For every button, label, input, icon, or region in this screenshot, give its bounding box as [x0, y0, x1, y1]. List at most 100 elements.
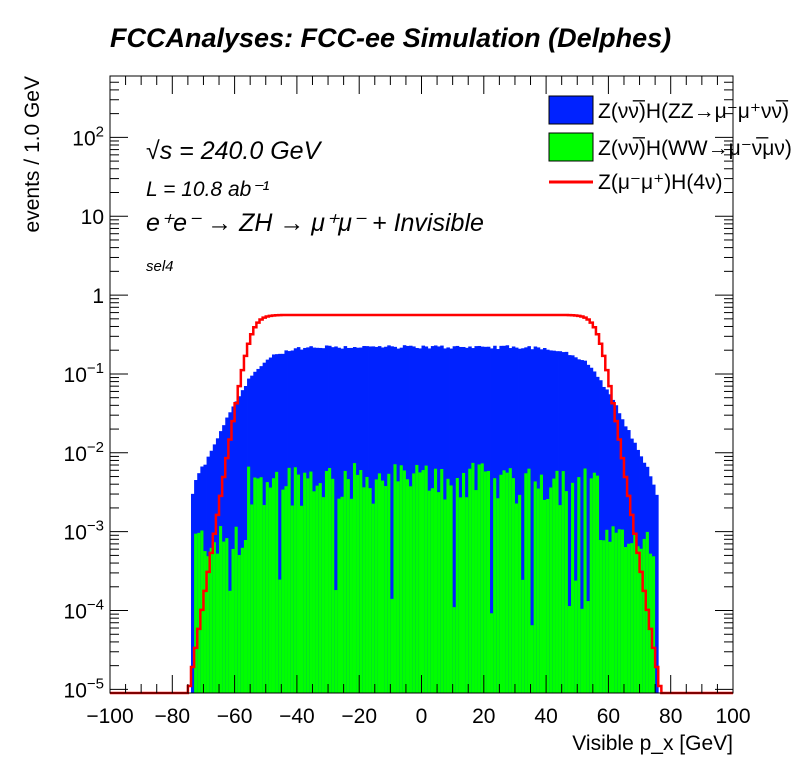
x-tick-label: 60 [597, 705, 620, 728]
ww-bar [275, 471, 279, 693]
ww-bar [287, 467, 292, 693]
ww-bar [259, 477, 264, 693]
ww-bar [549, 487, 553, 693]
ww-bar [228, 590, 232, 693]
ww-bar [530, 625, 535, 693]
ww-bar [558, 505, 563, 693]
ww-bar [461, 472, 466, 693]
ww-bar [278, 579, 282, 693]
ww-bar [215, 553, 220, 693]
y-tick-label: 10−2 [64, 439, 104, 466]
ww-bar [384, 486, 388, 693]
ww-bar [605, 529, 609, 693]
y-tick-labels: 10−5 10−4 10−3 10−2 10−1 1 10 102 [64, 123, 104, 702]
ww-bar [465, 497, 469, 693]
ww-bar [496, 498, 500, 693]
ww-bar [639, 548, 644, 693]
ww-bar [471, 462, 475, 693]
ww-bar [212, 542, 217, 693]
ww-bar [387, 473, 391, 693]
ww-bar [514, 503, 519, 693]
zz-bar [243, 385, 248, 693]
ww-bar [359, 469, 363, 693]
ww-bar [231, 548, 235, 693]
ww-bar [480, 463, 485, 693]
ww-bar [237, 554, 242, 693]
ww-bar [312, 491, 316, 693]
signal-line-layer [110, 313, 733, 695]
zz-bar [190, 493, 195, 693]
ww-bar [340, 496, 345, 693]
legend-entry-zz: Z(νν̅)H(ZZ→μ⁻μ⁺νν̅) [548, 95, 789, 125]
x-tick-label: 100 [715, 705, 750, 728]
ww-bar [247, 466, 251, 693]
ww-bar [324, 470, 329, 693]
ww-bar [256, 478, 260, 693]
x-tick-labels: −100 −80 −60 −40 −20 0 20 40 60 80 100 [86, 705, 750, 728]
legend-label-signal: Z(μ⁻μ⁺)H(4ν) [598, 171, 723, 194]
ww-bar [449, 485, 454, 693]
ww-bar [564, 491, 569, 693]
zz-bar [574, 357, 578, 693]
ww-bar [636, 546, 640, 693]
ww-bar [546, 498, 550, 693]
ww-bar [527, 468, 531, 693]
legend-label-ww: Z(νν̅)H(WW→μ⁻ν̅μν) [598, 137, 792, 160]
ww-bar [458, 497, 463, 693]
ww-bar [262, 505, 267, 693]
selection-annotation: sel4 [146, 258, 174, 275]
zz-bar [334, 346, 338, 693]
zz-bar [452, 346, 457, 693]
ww-bar [243, 540, 248, 693]
ww-bar [240, 547, 245, 693]
ww-bar [502, 470, 507, 693]
ww-bar [483, 471, 488, 693]
ww-bar [303, 472, 307, 693]
y-tick-label: 1 [92, 285, 104, 308]
ww-bar [574, 580, 578, 693]
ww-bar [599, 540, 603, 693]
ww-bar [433, 468, 438, 693]
ww-bar [331, 478, 335, 693]
ww-bar [620, 529, 625, 693]
x-tick-label: −20 [341, 705, 377, 728]
ww-bar [446, 478, 450, 693]
y-tick-label: 10−4 [64, 597, 104, 624]
y-tick-label: 10−5 [64, 675, 104, 702]
ww-bar [390, 598, 394, 693]
x-tick-label: −60 [217, 705, 253, 728]
ww-bar [623, 547, 628, 693]
y-axis-label: events / 1.0 GeV [21, 76, 44, 232]
zz-bar [228, 412, 232, 693]
chart-title: FCCAnalyses: FCC-ee Simulation (Delphes) [110, 23, 671, 53]
ww-bar [608, 541, 612, 693]
ww-bar [455, 478, 460, 693]
ww-bar [405, 479, 410, 693]
ww-bar [424, 465, 429, 693]
ww-bar [627, 543, 631, 693]
ww-bar [399, 465, 404, 693]
ww-bar [250, 504, 254, 693]
ww-bar [381, 480, 385, 693]
x-tick-label: −40 [279, 705, 315, 728]
x-tick-label: −80 [154, 705, 190, 728]
x-tick-label: 0 [416, 705, 428, 728]
ww-bar [234, 526, 239, 693]
ww-bar [427, 490, 432, 693]
zz-bar [521, 348, 525, 693]
y-tick-label: 102 [72, 123, 104, 150]
ww-bar [474, 490, 478, 693]
ww-bar [306, 478, 310, 693]
ww-bar [396, 481, 401, 693]
y-tick-label: 10 [81, 206, 104, 229]
x-tick-label: 20 [472, 705, 495, 728]
y-tick-label: 10−3 [64, 518, 104, 545]
ww-bar [499, 474, 503, 693]
ww-bar [648, 553, 653, 693]
ww-bar [393, 464, 397, 693]
ww-bar [377, 473, 382, 693]
ww-bar [630, 543, 634, 693]
ww-bar [334, 590, 338, 693]
ww-bar [586, 601, 591, 693]
ww-bar [284, 486, 288, 693]
